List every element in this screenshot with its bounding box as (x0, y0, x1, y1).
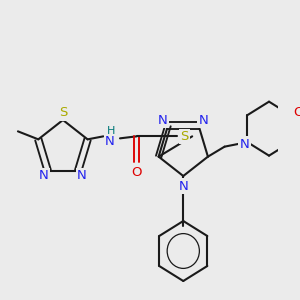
Text: N: N (105, 135, 115, 148)
Text: N: N (158, 114, 167, 127)
Text: O: O (131, 166, 142, 179)
Text: S: S (181, 130, 189, 143)
Text: N: N (198, 114, 208, 127)
Text: H: H (106, 126, 115, 136)
Text: N: N (178, 179, 188, 193)
Text: N: N (240, 138, 250, 151)
Text: S: S (59, 106, 67, 119)
Text: N: N (77, 169, 87, 182)
Text: O: O (293, 106, 300, 119)
Text: N: N (39, 169, 49, 182)
